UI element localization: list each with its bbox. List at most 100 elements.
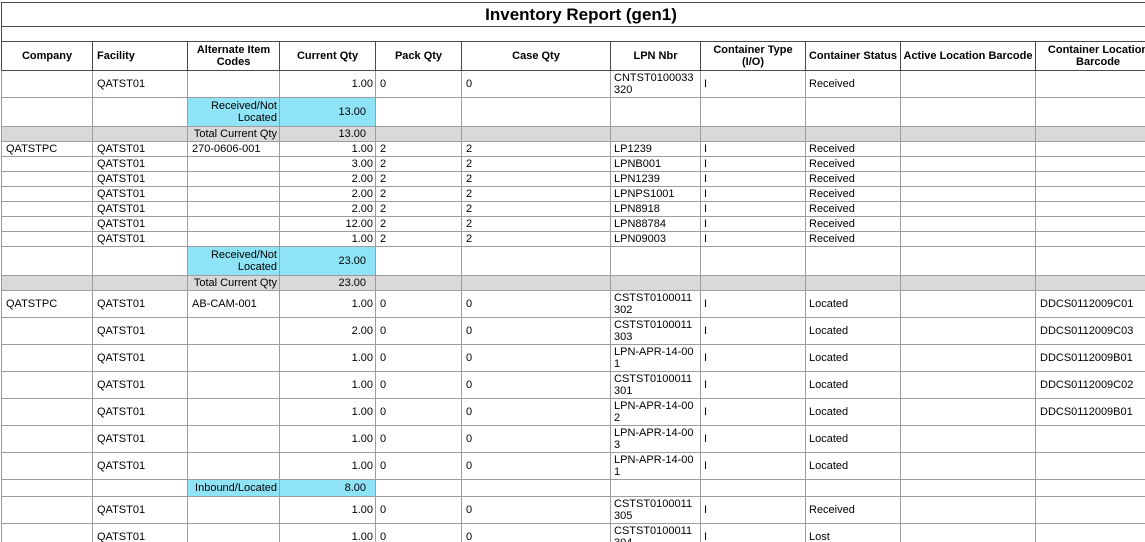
- table-cell: [610, 275, 701, 291]
- subtotal-label: Received/Not Located: [187, 246, 280, 276]
- table-cell: [1, 70, 93, 98]
- table-cell: I: [700, 452, 806, 480]
- table-cell: 2: [461, 156, 611, 172]
- column-header-current-qty: Current Qty: [279, 41, 376, 71]
- table-cell: 2.00: [279, 171, 376, 187]
- table-cell: 0: [461, 425, 611, 453]
- table-cell: QATSTPC: [1, 290, 93, 318]
- table-cell: I: [700, 344, 806, 372]
- table-cell: [1034, 496, 1145, 524]
- table-cell: 1.00: [279, 231, 376, 247]
- table-cell: 1.00: [279, 452, 376, 480]
- table-cell: QATST01: [92, 398, 188, 426]
- column-header-pack-qty: Pack Qty: [375, 41, 462, 71]
- table-cell: 2.00: [279, 317, 376, 345]
- table-cell: [805, 275, 901, 291]
- table-cell: I: [700, 201, 806, 217]
- title-row: Inventory Report (gen1): [0, 2, 1145, 27]
- table-row: QATST01 2.00 2 2 LPN1239 I Received: [1, 171, 1145, 187]
- table-cell: I: [700, 290, 806, 318]
- table-cell: CSTST0100011302: [610, 290, 701, 318]
- table-row: QATST01 1.00 0 0 LPN-APR-14-003 I Located: [1, 425, 1145, 453]
- table-cell: [461, 479, 611, 497]
- table-cell: [805, 97, 901, 127]
- table-cell: [900, 246, 1036, 276]
- table-row: QATST01 1.00 0 0 LPN-APR-14-001 I Located: [1, 452, 1145, 480]
- table-cell: 0: [461, 344, 611, 372]
- table-body: QATST01 1.00 0 0 CNTST0100033320 I Received Rec…: [1, 70, 1145, 542]
- table-cell: QATSTPC: [1, 141, 93, 157]
- table-cell: [700, 479, 806, 497]
- table-cell: I: [700, 398, 806, 426]
- table-cell: 1.00: [279, 70, 376, 98]
- subtotal-label: Received/Not Located: [187, 97, 280, 127]
- table-cell: 2: [375, 216, 462, 232]
- table-cell: 0: [375, 496, 462, 524]
- table-cell: [187, 231, 280, 247]
- table-cell: Received: [805, 201, 901, 217]
- table-cell: DDCS0112009C02: [1034, 371, 1145, 399]
- table-cell: Received: [805, 231, 901, 247]
- table-cell: Received: [805, 496, 901, 524]
- table-cell: [1, 496, 93, 524]
- total-label: Total Current Qty: [187, 126, 280, 142]
- table-row: QATSTPC QATST01 AB-CAM-001 1.00 0 0 CSTST01000…: [1, 290, 1145, 318]
- table-cell: [92, 246, 188, 276]
- table-cell: [900, 452, 1036, 480]
- spacer-row: [0, 26, 1145, 42]
- table-cell: QATST01: [92, 290, 188, 318]
- table-cell: 2: [375, 171, 462, 187]
- table-cell: [187, 171, 280, 187]
- table-cell: 1.00: [279, 371, 376, 399]
- table-cell: 1.00: [279, 141, 376, 157]
- table-cell: [900, 70, 1036, 98]
- column-header-container-status: Container Status: [805, 41, 901, 71]
- table-cell: LPN88784: [610, 216, 701, 232]
- table-cell: QATST01: [92, 141, 188, 157]
- table-cell: [187, 398, 280, 426]
- table-cell: 3.00: [279, 156, 376, 172]
- table-cell: [900, 371, 1036, 399]
- table-cell: 0: [461, 290, 611, 318]
- table-cell: [700, 275, 806, 291]
- table-cell: QATST01: [92, 425, 188, 453]
- table-cell: [461, 275, 611, 291]
- table-cell: [900, 156, 1036, 172]
- table-cell: 2.00: [279, 201, 376, 217]
- table-cell: [375, 246, 462, 276]
- table-cell: [900, 186, 1036, 202]
- table-cell: [1, 246, 93, 276]
- table-cell: [1, 231, 93, 247]
- table-cell: QATST01: [92, 344, 188, 372]
- table-cell: [187, 425, 280, 453]
- table-row: QATST01 1.00 0 0 LPN-APR-14-001 I Located DDCS0…: [1, 344, 1145, 372]
- table-cell: 0: [461, 452, 611, 480]
- table-row: QATST01 1.00 0 0 LPN-APR-14-002 I Located DDCS0…: [1, 398, 1145, 426]
- table-row: QATST01 2.00 2 2 LPN8918 I Received: [1, 201, 1145, 217]
- table-cell: 0: [375, 371, 462, 399]
- table-cell: Received: [805, 141, 901, 157]
- table-cell: 1.00: [279, 290, 376, 318]
- table-cell: [187, 371, 280, 399]
- table-cell: [187, 186, 280, 202]
- table-row: QATST01 12.00 2 2 LPN88784 I Received: [1, 216, 1145, 232]
- table-cell: AB-CAM-001: [187, 290, 280, 318]
- table-cell: [1, 425, 93, 453]
- table-cell: Located: [805, 290, 901, 318]
- table-cell: I: [700, 70, 806, 98]
- subtotal-value: 8.00: [279, 479, 376, 497]
- table-cell: QATST01: [92, 216, 188, 232]
- table-cell: Received: [805, 216, 901, 232]
- table-cell: [900, 425, 1036, 453]
- table-cell: 0: [461, 371, 611, 399]
- table-cell: QATST01: [92, 231, 188, 247]
- table-cell: QATST01: [92, 452, 188, 480]
- table-cell: [610, 246, 701, 276]
- table-cell: [187, 216, 280, 232]
- table-cell: CNTST0100033320: [610, 70, 701, 98]
- column-header-container-location-barcode: Container Location Barcode: [1034, 41, 1145, 71]
- table-cell: [900, 344, 1036, 372]
- table-cell: [1, 156, 93, 172]
- table-cell: 0: [375, 317, 462, 345]
